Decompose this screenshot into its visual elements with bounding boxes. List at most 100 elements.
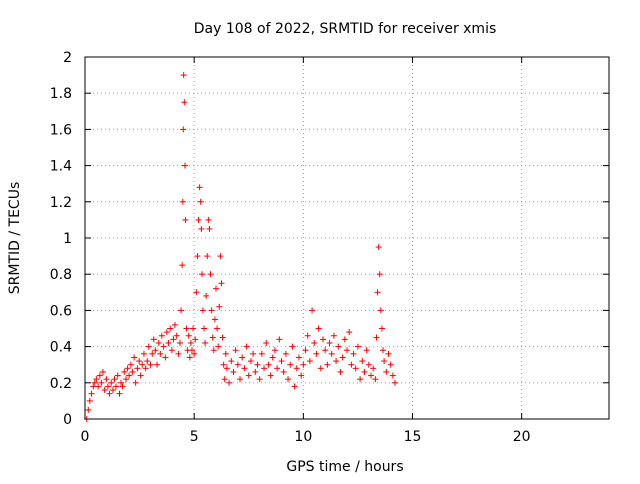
- data-point: [304, 332, 311, 339]
- data-point: [214, 325, 221, 332]
- y-axis: 0 0.2 0.4 0.6 0.8 1 1.2 1.4 1.6 1.8 2: [50, 50, 609, 428]
- data-point: [215, 343, 222, 350]
- data-point: [160, 343, 167, 350]
- data-point: [111, 376, 118, 383]
- data-point: [261, 365, 268, 372]
- y-tick-label: 2: [63, 50, 72, 66]
- data-point: [171, 321, 178, 328]
- data-point: [196, 184, 203, 191]
- data-point: [185, 332, 192, 339]
- data-point: [205, 216, 212, 223]
- data-point: [372, 376, 379, 383]
- data-point: [187, 339, 194, 346]
- data-point: [127, 361, 134, 368]
- data-point: [179, 198, 186, 205]
- data-point: [109, 387, 116, 394]
- data-point: [154, 361, 161, 368]
- data-point: [190, 325, 197, 332]
- data-point: [380, 347, 387, 354]
- data-point: [377, 307, 384, 314]
- data-point: [291, 383, 298, 390]
- data-point: [287, 361, 294, 368]
- data-point: [167, 325, 174, 332]
- data-point: [326, 339, 333, 346]
- data-point: [220, 361, 227, 368]
- data-point: [202, 339, 209, 346]
- data-point: [344, 347, 350, 354]
- data-point: [302, 347, 309, 354]
- data-point: [313, 350, 320, 357]
- data-point: [306, 358, 313, 365]
- data-point: [182, 216, 189, 223]
- data-point: [113, 383, 120, 390]
- data-point: [126, 372, 133, 379]
- data-point: [118, 379, 125, 386]
- data-point: [271, 347, 278, 354]
- data-point: [267, 372, 274, 379]
- data-point: [195, 216, 202, 223]
- data-point: [280, 368, 287, 375]
- x-tick-label: 5: [190, 429, 199, 445]
- data-point: [152, 347, 159, 354]
- y-tick-label: 0.6: [50, 303, 72, 319]
- data-point: [103, 376, 110, 383]
- data-point: [256, 376, 263, 383]
- data-point: [243, 343, 250, 350]
- data-point: [348, 361, 355, 368]
- data-point: [98, 379, 105, 386]
- data-point: [93, 376, 100, 383]
- data-point: [150, 336, 157, 343]
- data-point: [247, 358, 254, 365]
- data-point: [140, 350, 147, 357]
- data-point: [163, 329, 170, 336]
- data-point: [134, 365, 141, 372]
- data-point: [180, 126, 187, 133]
- data-point: [211, 316, 218, 323]
- y-tick-label: 1.4: [50, 159, 72, 175]
- data-point: [216, 303, 223, 310]
- data-point: [328, 350, 335, 357]
- data-point: [142, 365, 149, 372]
- data-point: [168, 347, 175, 354]
- data-point: [108, 379, 115, 386]
- plot-frame: [84, 56, 610, 420]
- data-point: [252, 368, 259, 375]
- y-tick-label: 0: [63, 412, 72, 428]
- y-tick-label: 1: [63, 231, 72, 247]
- data-points: [83, 72, 399, 422]
- data-point: [200, 325, 207, 332]
- data-point: [387, 361, 394, 368]
- x-tick-label: 15: [404, 429, 422, 445]
- data-point: [104, 383, 111, 390]
- data-point: [361, 368, 368, 375]
- data-point: [132, 379, 139, 386]
- x-tick-label: 0: [81, 429, 90, 445]
- data-point: [239, 354, 246, 361]
- data-point: [131, 354, 138, 361]
- data-point: [209, 334, 216, 341]
- data-point: [300, 361, 307, 368]
- data-point: [194, 253, 201, 260]
- data-point: [335, 343, 342, 350]
- data-point: [149, 350, 156, 357]
- data-point: [157, 350, 164, 357]
- data-point: [337, 368, 344, 375]
- data-point: [123, 376, 130, 383]
- data-point: [162, 354, 169, 361]
- data-point: [170, 336, 177, 343]
- data-point: [298, 372, 305, 379]
- data-point: [322, 347, 329, 354]
- data-point: [228, 358, 235, 365]
- data-point: [221, 376, 228, 383]
- data-point: [223, 365, 230, 372]
- data-point: [199, 271, 206, 278]
- data-point: [91, 379, 98, 386]
- data-point: [139, 361, 146, 368]
- data-point: [311, 339, 318, 346]
- data-point: [245, 372, 252, 379]
- data-point: [389, 372, 396, 379]
- data-point: [136, 358, 143, 365]
- data-point: [213, 285, 219, 292]
- data-point: [165, 339, 172, 346]
